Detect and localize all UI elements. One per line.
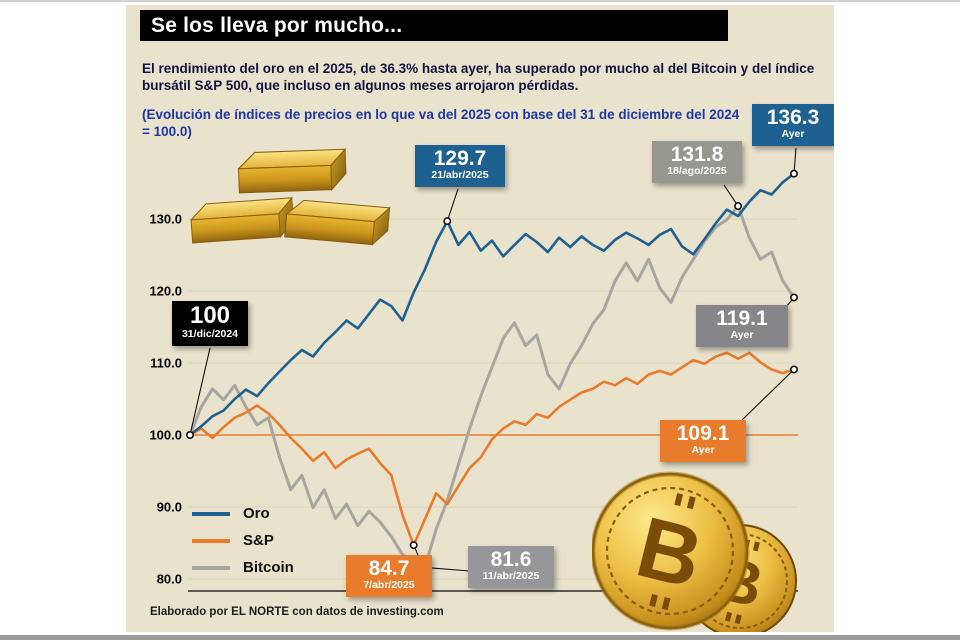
callout-value: 129.7 [433, 147, 487, 170]
headline-bar: Se los lleva por mucho... [140, 10, 728, 41]
callout-date: 21/abr/2025 [431, 169, 489, 182]
bitcoin-line-swatch [192, 565, 230, 570]
legend-label: S&P [243, 532, 274, 549]
callout-value: 119.1 [716, 307, 768, 330]
intro-text: El rendimiento del oro en el 2025, de 36… [142, 60, 815, 94]
oro-line-swatch [192, 511, 230, 516]
callout-date: 7/abr/2025 [363, 579, 415, 592]
callout-value: 136.3 [766, 106, 820, 129]
callout-value: 131.8 [670, 143, 724, 166]
gold-bars-illustration [189, 148, 391, 247]
page-title: Se los lleva por mucho... [151, 13, 403, 37]
callout-value: 84.7 [368, 557, 410, 580]
y-tick-130: 130.0 [149, 211, 182, 227]
legend-item-sp: S&P [192, 532, 294, 549]
callout-value: 81.6 [490, 548, 532, 571]
callout-bitcoin-yesterday: 119.1 Ayer [696, 305, 788, 347]
callout-date: Ayer [730, 329, 754, 342]
legend-item-oro: Oro [192, 505, 294, 522]
callout-date: 11/abr/2025 [482, 570, 540, 583]
callout-value: 109.1 [676, 422, 730, 445]
callout-date: 31/dic/2024 [181, 328, 239, 341]
callout-date: Ayer [781, 128, 805, 141]
callout-sp-april-low: 84.7 7/abr/2025 [346, 555, 432, 597]
y-tick-80: 80.0 [156, 571, 182, 587]
y-tick-100: 100.0 [149, 427, 182, 443]
callout-sp-yesterday: 109.1 Ayer [660, 420, 746, 462]
y-tick-110: 110.0 [150, 355, 182, 371]
callout-date: Ayer [691, 444, 715, 457]
y-tick-120: 120.0 [149, 283, 182, 299]
callout-bitcoin-april-low: 81.6 11/abr/2025 [468, 546, 554, 588]
callout-oro-yesterday: 136.3 Ayer [752, 104, 834, 146]
callout-bitcoin-august-peak: 131.8 18/ago/2025 [652, 141, 742, 183]
bitcoin-coins-illustration: B B [592, 471, 797, 632]
y-tick-90: 90.0 [156, 499, 182, 515]
chart-legend: Oro S&P Bitcoin [192, 505, 294, 586]
callout-start-100: 100 31/dic/2024 [172, 301, 248, 346]
infographic-panel: Se los lleva por mucho... El rendimiento… [126, 5, 834, 632]
callout-value: 100 [189, 302, 231, 329]
callout-oro-april-peak: 129.7 21/abr/2025 [415, 145, 505, 187]
sp-line-swatch [192, 538, 230, 543]
legend-label: Bitcoin [243, 559, 294, 576]
callout-date: 18/ago/2025 [667, 165, 727, 178]
legend-item-bitcoin: Bitcoin [192, 559, 294, 576]
source-credit: Elaborado por EL NORTE con datos de inve… [150, 606, 444, 618]
base-note-text: (Evolución de índices de precios en lo q… [142, 106, 740, 140]
legend-label: Oro [243, 505, 270, 522]
